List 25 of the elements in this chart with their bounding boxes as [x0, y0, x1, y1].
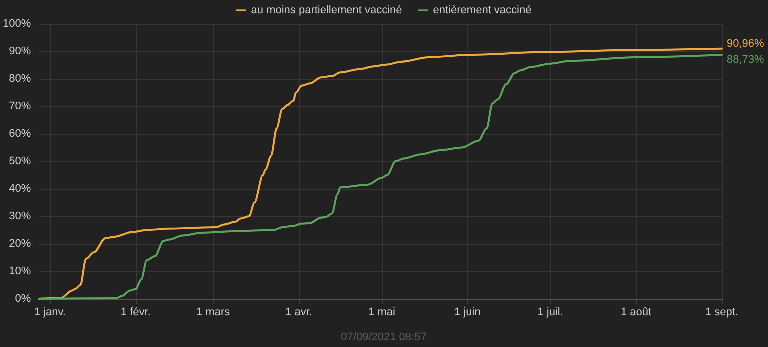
y-tick-label: 30% [9, 210, 32, 222]
x-tick-label: 1 août [621, 306, 652, 318]
x-tick-label: 1 mars [196, 306, 231, 318]
y-tick-label: 70% [9, 100, 32, 112]
x-tick-label: 1 févr. [120, 306, 151, 318]
x-tick-label: 1 avr. [286, 306, 312, 318]
legend-label: entièrement vacciné [433, 4, 532, 16]
x-tick-label: 1 juil. [538, 306, 564, 318]
y-tick-label: 0% [15, 293, 32, 305]
x-tick-label: 1 mai [368, 306, 396, 318]
y-tick-label: 40% [9, 183, 32, 195]
y-tick-label: 60% [9, 128, 32, 140]
y-tick-label: 50% [9, 156, 32, 168]
legend-label: au moins partiellement vacciné [251, 4, 402, 16]
x-tick-label: 1 sept. [705, 306, 739, 318]
y-tick-label: 90% [9, 46, 32, 58]
data-label: 90,96% [727, 38, 765, 50]
text: 07/09/2021 08:57 [341, 332, 427, 344]
x-tick-label: 1 janv. [34, 306, 66, 318]
x-tick-label: 1 juin [454, 306, 481, 318]
y-tick-label: 100% [2, 18, 32, 30]
data-label: 88,73% [727, 54, 765, 66]
y-tick-label: 10% [9, 266, 32, 278]
y-tick-label: 80% [9, 73, 32, 85]
y-tick-label: 20% [9, 238, 32, 250]
